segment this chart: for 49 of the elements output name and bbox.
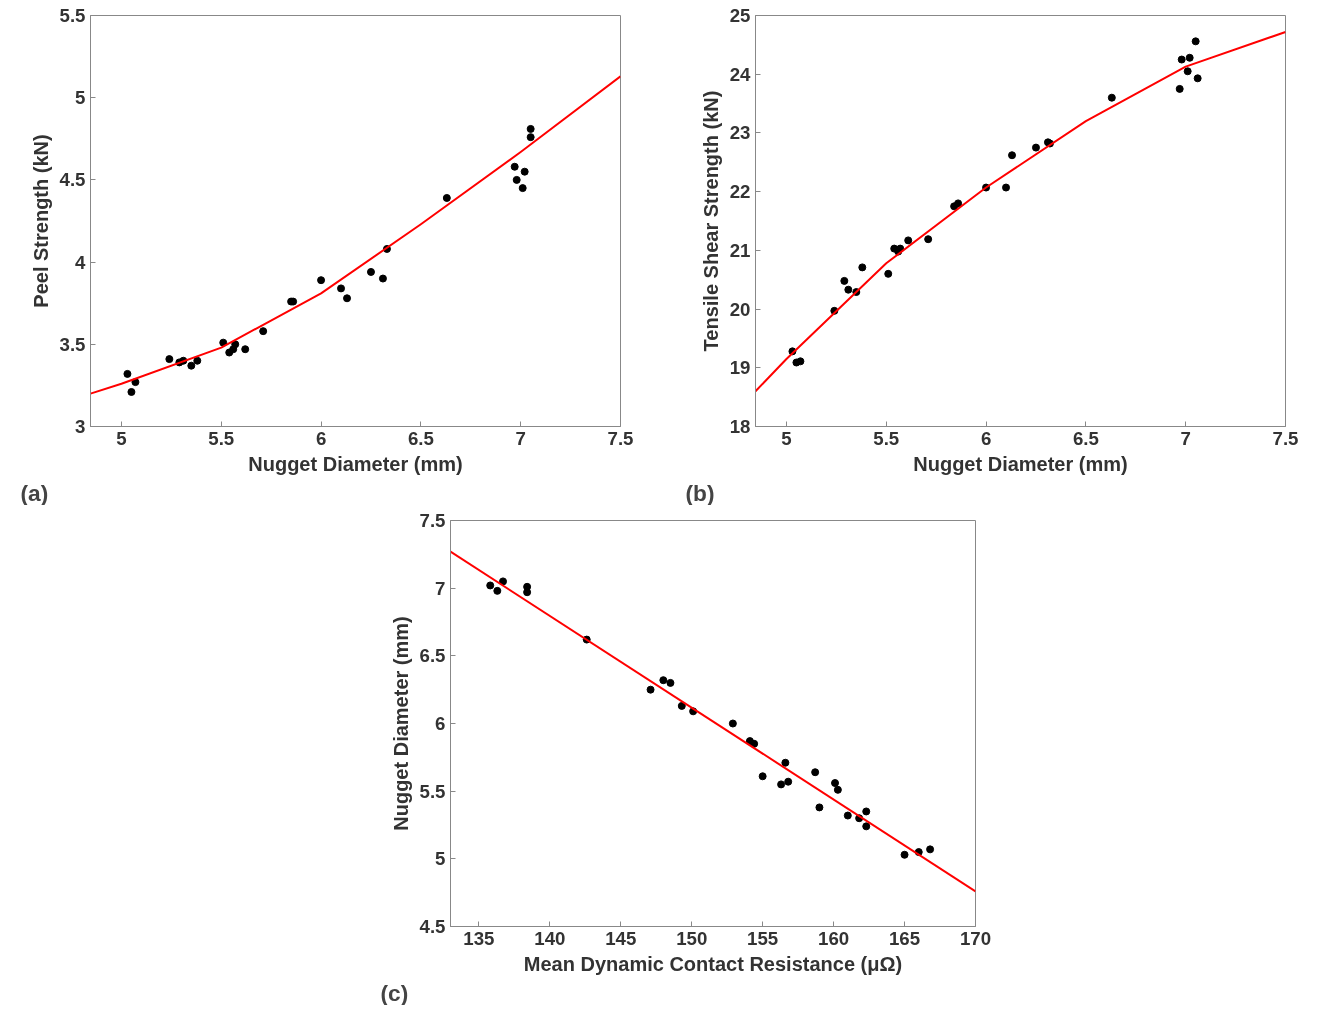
y-axis-title: Tensile Shear Strength (kN) — [699, 90, 722, 352]
x-tick-label: 170 — [959, 927, 992, 949]
y-tick-label: 18 — [729, 416, 751, 437]
y-tick-label: 6.5 — [419, 645, 446, 667]
x-tick-label: 160 — [818, 927, 850, 949]
y-tick-label: 4.5 — [59, 169, 86, 191]
y-tick-label: 23 — [729, 122, 751, 144]
x-tick-label: 155 — [747, 927, 779, 949]
y-tick-label: 7.5 — [419, 510, 446, 531]
x-tick-label: 150 — [676, 927, 708, 949]
x-tick-label: 5 — [781, 427, 792, 449]
y-tick-label: 25 — [729, 5, 751, 26]
y-tick-label: 21 — [729, 239, 751, 261]
y-tick-label: 5 — [435, 848, 446, 870]
y-tick-label: 3.5 — [59, 333, 86, 355]
y-tick-label: 22 — [729, 181, 751, 203]
y-tick-label: 4.5 — [419, 916, 446, 937]
y-tick-label: 5 — [75, 87, 86, 109]
x-tick-label: 7 — [515, 427, 526, 449]
x-tick-label: 5.5 — [208, 427, 235, 449]
text: (b) — [685, 479, 715, 506]
y-axis-title: Nugget Diameter (mm) — [389, 616, 412, 831]
x-tick-label: 135 — [463, 927, 495, 949]
x-tick-label: 6.5 — [1072, 427, 1099, 449]
x-tick-label: 5.5 — [873, 427, 900, 449]
x-axis-title: Mean Dynamic Contact Resistance (μΩ) — [523, 952, 903, 975]
x-tick-label: 7.5 — [607, 427, 634, 449]
y-tick-label: 4 — [75, 251, 87, 273]
x-tick-label: 140 — [534, 927, 566, 949]
y-tick-label: 3 — [75, 416, 86, 437]
y-tick-label: 20 — [729, 298, 751, 320]
y-tick-label: 19 — [729, 357, 751, 379]
y-tick-label: 7 — [435, 577, 446, 599]
x-tick-label: 5 — [116, 427, 127, 449]
text: (a) — [20, 479, 49, 506]
x-tick-label: 165 — [888, 927, 921, 949]
y-tick-label: 5.5 — [59, 5, 86, 26]
text: (c) — [380, 979, 409, 1006]
y-axis-title: Peel Strength (kN) — [29, 134, 52, 308]
x-tick-label: 145 — [605, 927, 637, 949]
y-tick-label: 24 — [729, 63, 752, 85]
x-tick-label: 7 — [1180, 427, 1191, 449]
x-tick-label: 6 — [980, 427, 992, 449]
x-axis-title: Nugget Diameter (mm) — [248, 452, 463, 475]
x-tick-label: 6 — [315, 427, 327, 449]
x-axis-title: Nugget Diameter (mm) — [913, 452, 1128, 475]
y-tick-label: 5.5 — [419, 780, 446, 802]
y-tick-label: 6 — [435, 713, 446, 734]
x-tick-label: 7.5 — [1272, 427, 1299, 449]
